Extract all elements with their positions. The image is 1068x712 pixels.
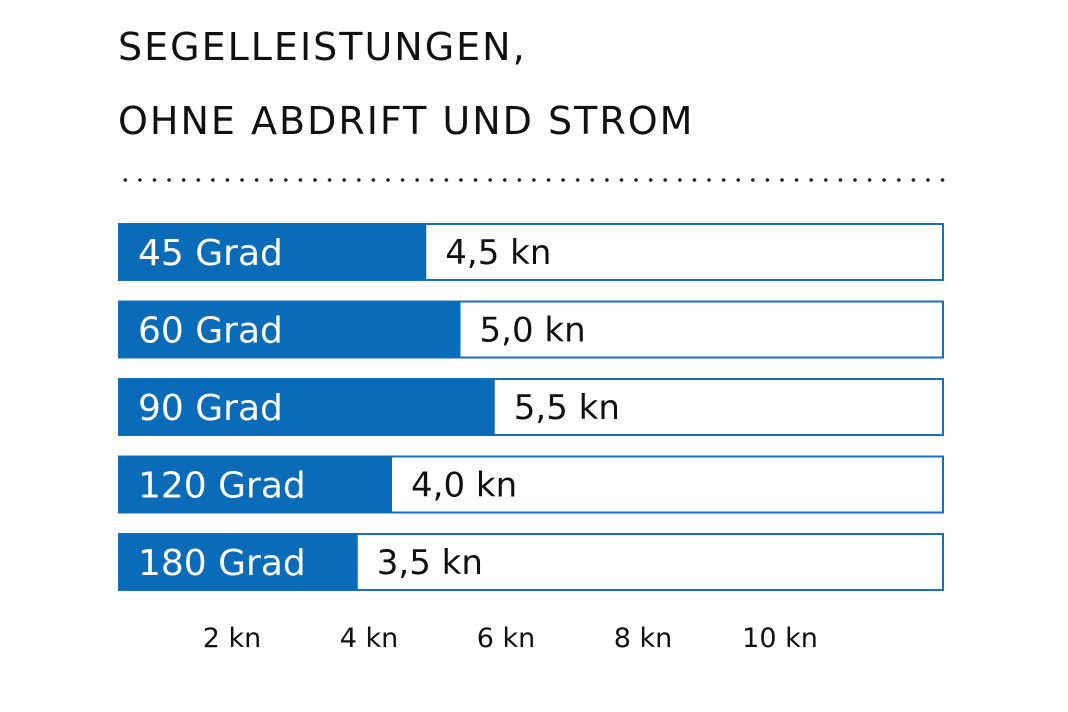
chart-title-line-2: OHNE ABDRIFT UND STROM [118,99,695,143]
bar [119,456,392,513]
x-tick-label: 6 kn [477,623,536,654]
x-tick-label: 4 kn [340,623,399,654]
bar [119,301,461,358]
category-label: 180 Grad [138,543,306,584]
value-label: 5,5 kn [514,388,620,428]
x-tick-label: 10 kn [742,623,818,654]
x-tick-label: 2 kn [203,623,262,654]
value-label: 4,5 kn [445,233,551,273]
category-label: 90 Grad [138,388,283,429]
value-label: 5,0 kn [480,311,586,351]
bar [119,379,495,435]
value-label: 4,0 kn [411,466,517,506]
category-label: 60 Grad [138,311,283,352]
dotted-divider [118,177,948,183]
value-label: 3,5 kn [377,543,483,583]
x-tick-label: 8 kn [614,623,673,654]
chart-title-line-1: SEGELLEISTUNGEN, [118,25,527,69]
bar [119,224,427,280]
category-label: 45 Grad [138,233,283,274]
category-label: 120 Grad [138,466,306,507]
bar [119,534,358,590]
